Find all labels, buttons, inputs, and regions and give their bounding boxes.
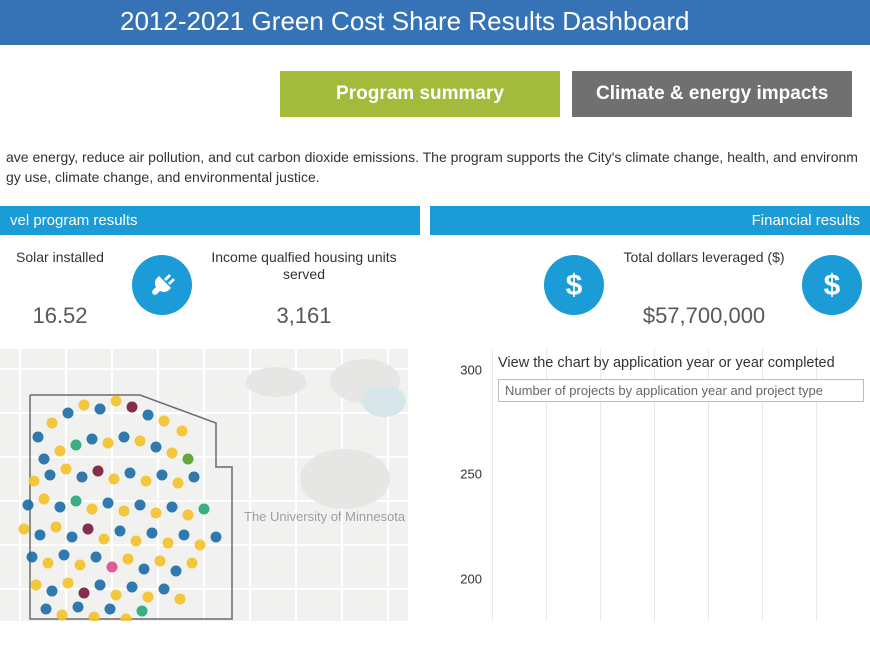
section-program-results: vel program results [0,206,420,235]
metric-dollar-icon-1-wrap: $ [534,249,614,315]
tab-climate-energy[interactable]: Climate & energy impacts [572,71,852,117]
project-map[interactable]: The University of Minnesota [0,349,408,621]
map-label-umn: The University of Minnesota [244,509,405,524]
program-description: ave energy, reduce air pollution, and cu… [0,117,870,206]
dollar-icon: $ [802,255,862,315]
metrics-row: Solar installed 16.52 Income qualfied ho… [0,235,870,329]
metric-solar-value: 16.52 [0,303,120,329]
metric-solar-label: Solar installed [0,249,120,285]
metric-leveraged: Total dollars leveraged ($) $57,700,000 [614,249,794,329]
metric-leveraged-value: $57,700,000 [614,303,794,329]
svg-text:$: $ [566,269,583,302]
tab-program-summary[interactable]: Program summary [280,71,560,117]
chart-y-tick: 300 [460,362,482,377]
metric-housing-label: Income qualfied housing units served [204,249,404,285]
plug-icon [132,255,192,315]
metric-solar: Solar installed 16.52 [0,249,120,329]
map-canvas [0,349,408,621]
chart-title: View the chart by application year or ye… [498,355,835,371]
metric-housing-value: 3,161 [204,303,404,329]
tabs: Program summary Climate & energy impacts [0,45,870,117]
dollar-icon: $ [544,255,604,315]
metric-housing: Income qualfied housing units served 3,1… [204,249,404,329]
chart-gridline [492,349,493,621]
chart-y-tick: 200 [460,571,482,586]
description-line-2: gy use, climate change, and environmenta… [6,169,320,185]
section-headers: vel program results Financial results [0,206,870,235]
page-title: 2012-2021 Green Cost Share Results Dashb… [0,0,870,45]
chart-y-tick: 250 [460,467,482,482]
metric-plug-icon-wrap [120,249,204,315]
section-financial-results: Financial results [430,206,870,235]
projects-chart: View the chart by application year or ye… [420,349,870,621]
svg-text:$: $ [824,269,841,302]
metric-dollar-icon-2-wrap: $ [794,249,870,315]
description-line-1: ave energy, reduce air pollution, and cu… [6,149,858,165]
lower-panels: The University of Minnesota View the cha… [0,349,870,621]
chart-view-select[interactable]: Number of projects by application year a… [498,379,864,402]
metric-leveraged-label: Total dollars leveraged ($) [614,249,794,285]
